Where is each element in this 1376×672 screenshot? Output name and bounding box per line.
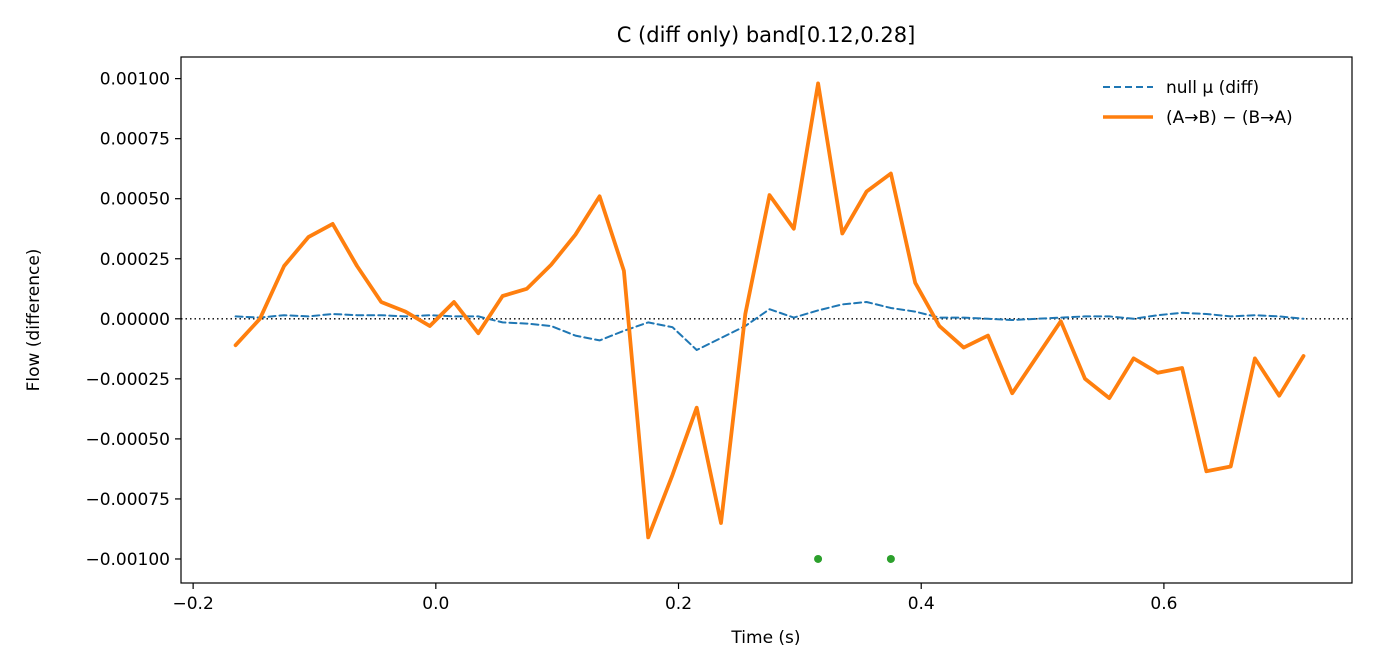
y-tick-label: −0.00025 — [85, 370, 170, 390]
x-tick-label: 0.0 — [422, 594, 449, 614]
y-tick-label: 0.00025 — [100, 250, 170, 270]
y-tick-label: 0.00075 — [100, 130, 170, 150]
y-axis: 0.00100 0.00075 0.00050 0.00025 0.00000 −0.00… — [85, 70, 181, 570]
chart-title: C (diff only) band[0.12,0.28] — [617, 23, 916, 47]
y-tick-label: 0.00000 — [100, 310, 170, 330]
y-axis-title: Flow (difference) — [24, 249, 44, 392]
x-tick-label: 0.6 — [1150, 594, 1177, 614]
y-tick-label: 0.00100 — [100, 70, 170, 90]
x-axis-title: Time (s) — [730, 628, 800, 648]
y-tick-label: 0.00050 — [100, 190, 170, 210]
x-axis: −0.2 0.0 0.2 0.4 0.6 — [172, 583, 1177, 614]
plot-frame — [180, 56, 1353, 584]
significance-marker — [886, 554, 895, 563]
y-tick-label: −0.00100 — [85, 550, 170, 570]
x-tick-label: 0.2 — [665, 594, 692, 614]
legend: null μ (diff) (A→B) − (B→A) — [1103, 78, 1293, 128]
x-tick-label: −0.2 — [172, 594, 213, 614]
y-tick-label: −0.00050 — [85, 430, 170, 450]
y-tick-label: −0.00075 — [85, 490, 170, 510]
series-group — [233, 81, 1306, 540]
legend-label-difference: (A→B) − (B→A) — [1166, 108, 1293, 128]
significance-marker — [814, 554, 823, 563]
series-line-difference — [233, 81, 1306, 540]
legend-label-null-mean: null μ (diff) — [1166, 78, 1259, 98]
marker-group — [814, 554, 895, 563]
x-tick-label: 0.4 — [908, 594, 935, 614]
